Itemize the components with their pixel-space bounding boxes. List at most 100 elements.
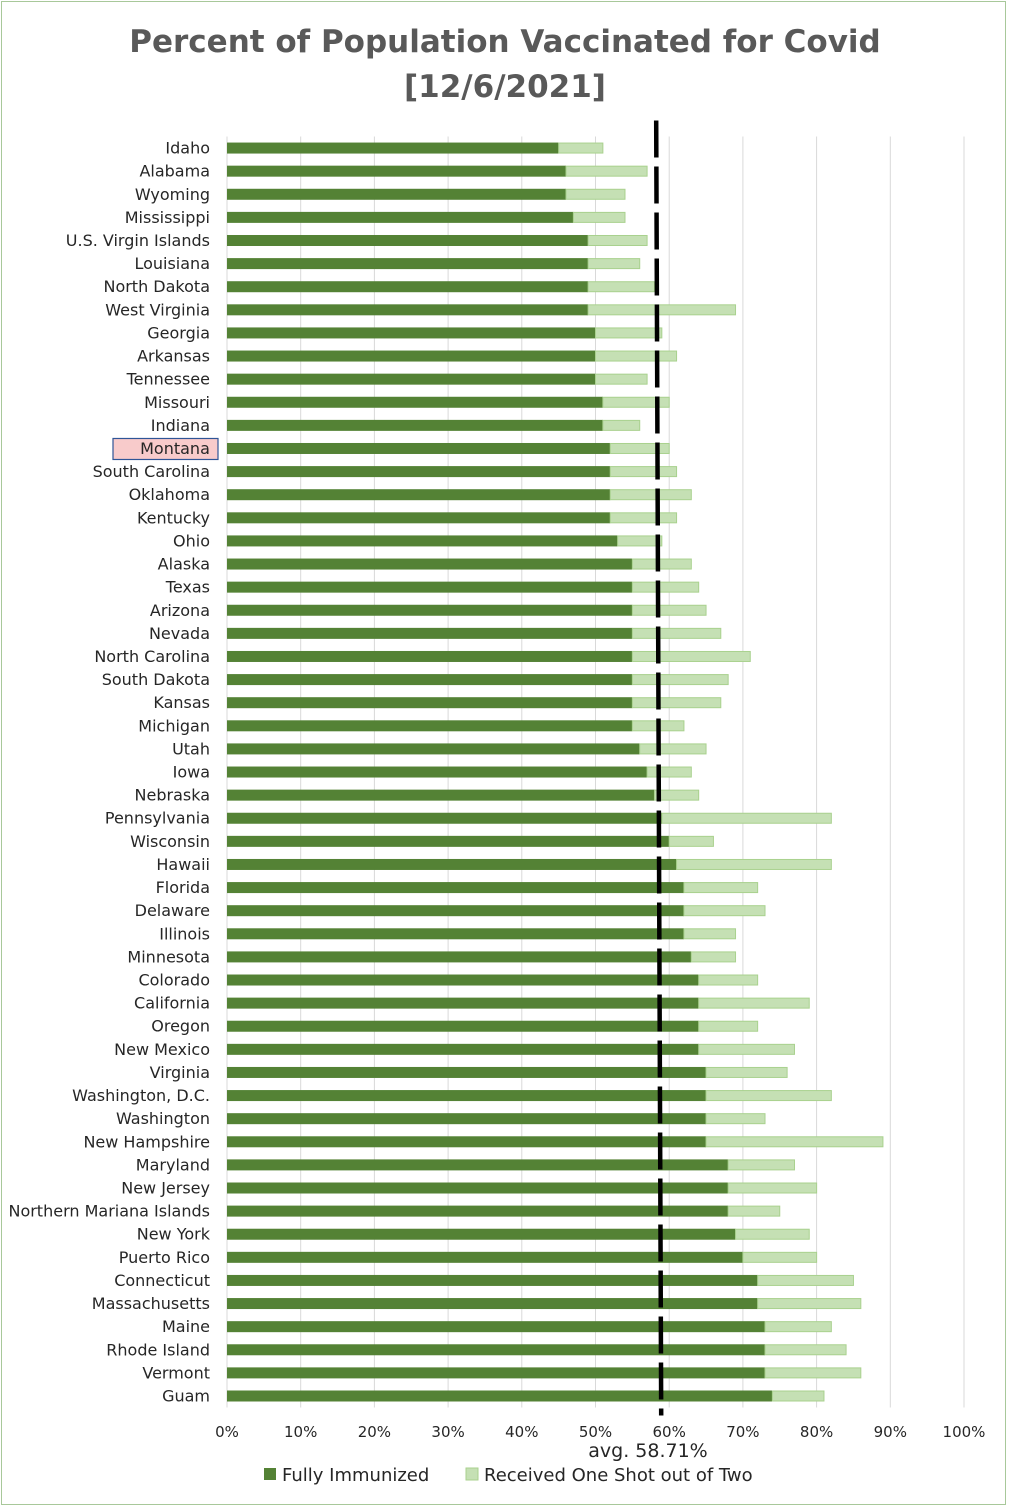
- bar-one-shot: [609, 442, 670, 454]
- bar-fully-immunized: [227, 188, 567, 200]
- bar-fully-immunized: [227, 951, 692, 963]
- bar-one-shot: [727, 1182, 818, 1194]
- bar-fully-immunized: [227, 812, 662, 824]
- bar-one-shot: [631, 674, 729, 686]
- bar-one-shot: [631, 697, 722, 709]
- bar-one-shot: [698, 974, 759, 986]
- bar-fully-immunized: [227, 974, 699, 986]
- bar-fully-immunized: [227, 674, 633, 686]
- bar-one-shot: [558, 142, 604, 154]
- category-label: New York: [137, 1225, 211, 1244]
- bar-one-shot: [631, 581, 700, 593]
- bar-one-shot: [683, 905, 766, 917]
- x-axis-ticks: 0% 10% 20% 30% 40% 50% 60% 70% 80% 90% 100%: [215, 1423, 985, 1441]
- category-label: Georgia: [147, 323, 210, 342]
- category-label: Connecticut: [114, 1271, 210, 1290]
- bar-one-shot: [609, 489, 692, 501]
- category-label: Kansas: [153, 693, 210, 712]
- category-label: Oregon: [151, 1017, 210, 1036]
- bar-one-shot: [727, 1205, 781, 1217]
- bar-fully-immunized: [227, 281, 589, 293]
- category-label: Michigan: [138, 716, 210, 735]
- x-tick-label: 40%: [505, 1423, 538, 1441]
- bar-one-shot: [609, 512, 678, 524]
- bar-fully-immunized: [227, 350, 596, 362]
- bar-fully-immunized: [227, 650, 633, 662]
- bar-fully-immunized: [227, 1066, 707, 1078]
- bar-fully-immunized: [227, 1321, 766, 1333]
- category-label: Minnesota: [127, 947, 210, 966]
- bar-group: [227, 142, 884, 1402]
- bar-fully-immunized: [227, 1205, 729, 1217]
- category-label: Pennsylvania: [105, 809, 210, 828]
- bar-fully-immunized: [227, 581, 633, 593]
- bar-fully-immunized: [227, 234, 589, 246]
- bar-one-shot: [698, 1020, 759, 1032]
- bar-fully-immunized: [227, 1159, 729, 1171]
- category-label: Washington, D.C.: [72, 1086, 210, 1105]
- category-label: Massachusetts: [92, 1294, 210, 1313]
- category-label: New Jersey: [121, 1179, 210, 1198]
- bar-one-shot: [653, 789, 700, 801]
- bar-one-shot: [705, 1136, 884, 1148]
- category-label: Florida: [156, 878, 210, 897]
- legend: Fully Immunized Received One Shot out of…: [264, 1465, 753, 1486]
- category-label: New Hampshire: [83, 1132, 210, 1151]
- bar-one-shot: [757, 1298, 862, 1310]
- category-label: Kentucky: [137, 508, 210, 527]
- bar-one-shot: [595, 350, 678, 362]
- category-label: New Mexico: [114, 1040, 210, 1059]
- category-label: Maine: [162, 1317, 210, 1336]
- bar-fully-immunized: [227, 766, 648, 778]
- category-label: Louisiana: [134, 254, 210, 273]
- x-tick-label: 60%: [653, 1423, 686, 1441]
- bar-fully-immunized: [227, 1228, 736, 1240]
- category-label: Guam: [162, 1386, 210, 1405]
- bar-fully-immunized: [227, 1043, 699, 1055]
- category-label: Texas: [165, 578, 210, 597]
- category-label: Rhode Island: [106, 1340, 210, 1359]
- grid-lines: [226, 136, 965, 1408]
- bar-one-shot: [698, 1043, 795, 1055]
- legend-label-one-shot: Received One Shot out of Two: [484, 1465, 753, 1486]
- category-label: Nevada: [149, 624, 210, 643]
- category-label: Mississippi: [125, 208, 210, 227]
- bar-one-shot: [668, 835, 714, 847]
- category-label: North Dakota: [103, 277, 210, 296]
- bar-one-shot: [587, 281, 655, 293]
- bar-fully-immunized: [227, 1344, 766, 1356]
- bar-fully-immunized: [227, 1298, 758, 1310]
- x-tick-label: 10%: [284, 1423, 317, 1441]
- category-label: Northern Mariana Islands: [8, 1202, 210, 1221]
- bar-one-shot: [631, 604, 707, 616]
- bar-fully-immunized: [227, 604, 633, 616]
- category-label: Utah: [172, 739, 210, 758]
- category-label: Iowa: [173, 763, 210, 782]
- chart-subtitle: [12/6/2021]: [404, 69, 606, 105]
- bar-fully-immunized: [227, 1090, 707, 1102]
- category-label: South Carolina: [93, 462, 210, 481]
- bar-fully-immunized: [227, 743, 640, 755]
- category-label: California: [134, 994, 210, 1013]
- category-label: Idaho: [165, 139, 210, 158]
- x-tick-label: 0%: [215, 1423, 239, 1441]
- bar-one-shot: [764, 1367, 862, 1379]
- bar-fully-immunized: [227, 373, 596, 385]
- bar-one-shot: [602, 396, 670, 408]
- bar-one-shot: [602, 419, 641, 431]
- category-labels: Idaho Alabama Wyoming Mississippi U.S. Virgi…: [8, 139, 219, 1405]
- bar-one-shot: [565, 165, 648, 177]
- bar-one-shot: [587, 304, 737, 316]
- category-label: Missouri: [144, 393, 210, 412]
- bar-fully-immunized: [227, 1020, 699, 1032]
- bar-one-shot: [705, 1113, 766, 1125]
- bar-fully-immunized: [227, 720, 633, 732]
- x-tick-label: 90%: [874, 1423, 907, 1441]
- x-tick-label: 30%: [431, 1423, 464, 1441]
- legend-swatch-one-shot: [465, 1467, 479, 1481]
- legend-swatch-fully-immunized: [264, 1468, 276, 1480]
- bar-one-shot: [631, 627, 722, 639]
- category-label: Colorado: [138, 971, 210, 990]
- bar-fully-immunized: [227, 258, 589, 270]
- bar-fully-immunized: [227, 1274, 758, 1286]
